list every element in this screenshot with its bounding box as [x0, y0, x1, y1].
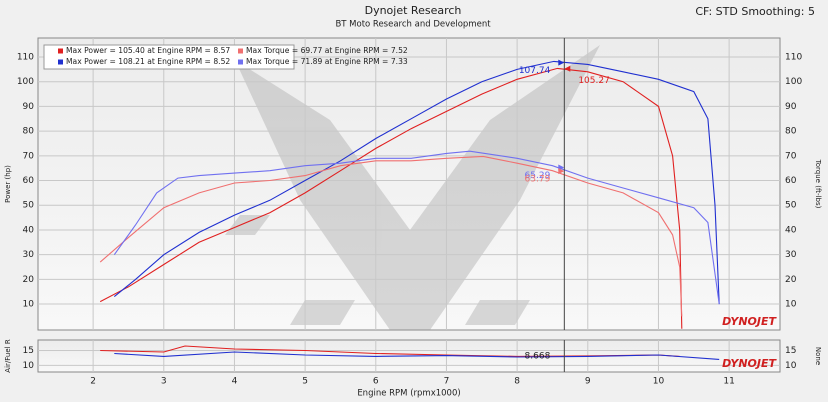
- y-tick-label: 80: [23, 127, 35, 137]
- y-tick-label: 60: [23, 176, 35, 186]
- cursor-readout: 63.79: [525, 175, 551, 185]
- y2-tick-label: 50: [785, 201, 797, 211]
- legend-label: Max Torque = 71.89 at Engine RPM = 7.33: [246, 57, 408, 66]
- y-axis-label: Air/Fuel R: [4, 339, 12, 373]
- y2-tick-label: 90: [785, 102, 797, 112]
- x-tick-label: 9: [585, 377, 591, 387]
- series-line: [113, 150, 720, 305]
- x-tick-label: 10: [653, 377, 665, 387]
- x-tick-label: 6: [373, 377, 379, 387]
- y-tick-label: 50: [23, 201, 35, 211]
- y-tick-label: 70: [23, 151, 35, 161]
- cursor-marker: [558, 168, 565, 175]
- chart: 2 3 4 5 6 7 8 9 10 11 10 15 10 15 Air/Fuel R None Engine…: [4, 339, 822, 398]
- series-line: [114, 351, 720, 360]
- cursor-readout: 105.27: [578, 76, 610, 86]
- legend-label: Max Power = 105.40 at Engine RPM = 8.57: [66, 46, 230, 55]
- x-tick-label: 7: [444, 377, 450, 387]
- y-tick-label: 110: [17, 53, 34, 63]
- x-tick-label: 11: [723, 377, 734, 387]
- y-axis-label: Power (hp): [4, 165, 12, 203]
- legend-swatch: [58, 48, 63, 54]
- series-line: [99, 67, 683, 329]
- settings: CF: STD Smoothing: 5: [695, 5, 815, 18]
- cursor-readout: 65.29: [525, 171, 551, 181]
- y2-tick-label: 110: [785, 53, 802, 63]
- y2-tick-label: 40: [785, 225, 797, 235]
- cursor-readout: 107.74: [519, 66, 551, 76]
- y-tick-label: 90: [23, 102, 35, 112]
- legend-label: Max Torque = 69.77 at Engine RPM = 7.52: [246, 46, 408, 55]
- cursor-marker: [564, 65, 571, 72]
- y2-tick-label: 20: [785, 275, 797, 285]
- y2-tick-label: 80: [785, 127, 797, 137]
- y2-tick-label: 100: [785, 77, 802, 87]
- y2-tick-label: 60: [785, 176, 797, 186]
- y2-tick-label: 70: [785, 151, 797, 161]
- x-tick-label: 5: [302, 377, 308, 387]
- title: Dynojet Research: [365, 4, 462, 17]
- x-tick-label: 2: [90, 377, 96, 387]
- series-line: [99, 155, 683, 317]
- legend-box: [43, 44, 295, 70]
- cursor-marker: [558, 59, 565, 66]
- x-axis-label: Engine RPM (rpmx1000): [357, 389, 460, 399]
- y2-tick-label: 10: [785, 361, 797, 371]
- main-plot-area: [37, 37, 781, 331]
- cursor-label: 8.668: [525, 352, 551, 362]
- legend-swatch: [238, 59, 243, 65]
- y-tick-label: 40: [23, 225, 35, 235]
- series-line: [113, 60, 720, 305]
- legend: Max Power = 105.40 at Engine RPM = 8.57 M…: [43, 44, 408, 70]
- y2-tick-label: 30: [785, 250, 797, 260]
- y2-axis-label: None: [814, 347, 822, 365]
- x-tick-label: 4: [232, 377, 238, 387]
- x-tick-label: 8: [514, 377, 520, 387]
- y-tick-label: 15: [23, 346, 34, 356]
- y2-tick-label: 10: [785, 300, 797, 310]
- logo: DYNOJET: [722, 357, 777, 370]
- y2-tick-label: 15: [785, 346, 796, 356]
- y-tick-label: 20: [23, 275, 35, 285]
- y-tick-label: 30: [23, 250, 35, 260]
- subtitle: BT Moto Research and Development: [335, 20, 491, 30]
- legend-swatch: [58, 59, 63, 65]
- y-tick-label: 10: [23, 361, 35, 371]
- logo: DYNOJET: [722, 315, 777, 328]
- y2-axis-label: Torque (ft-lbs): [814, 159, 822, 209]
- x-tick-label: 3: [161, 377, 167, 387]
- y-tick-label: 100: [17, 77, 34, 87]
- legend-label: Max Power = 108.21 at Engine RPM = 8.52: [66, 57, 230, 66]
- legend-swatch: [238, 48, 243, 54]
- y-tick-label: 10: [23, 300, 35, 310]
- chart: 10 20 30 40 50 60 70 80 90 100 110 10 20 30 40 50 60 70 80…: [4, 38, 822, 330]
